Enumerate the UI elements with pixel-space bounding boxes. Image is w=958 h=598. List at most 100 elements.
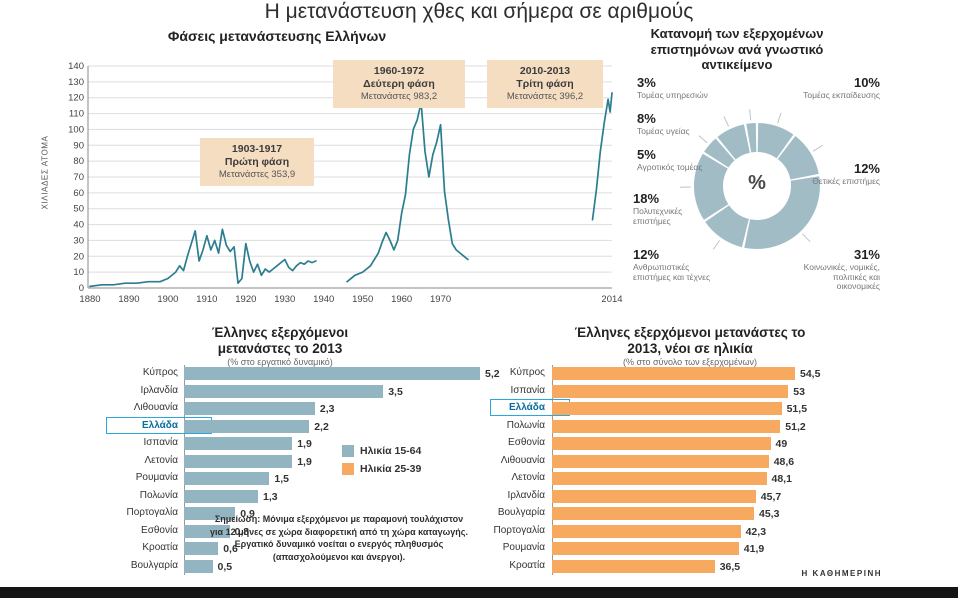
slice-name: Πολυτεχνικές επιστήμες: [633, 205, 683, 226]
bar: [184, 524, 230, 538]
donut-slice: [744, 176, 820, 249]
bar-value: 0,6: [223, 543, 238, 555]
bar-row: Ρουμανία 41,9: [490, 540, 958, 558]
leader-line: [812, 144, 823, 152]
donut-slice: [757, 123, 794, 159]
bar-row: Λιθουανία 2,3: [30, 400, 530, 418]
slice-pct: 12%: [633, 247, 660, 262]
svg-text:60: 60: [73, 188, 84, 199]
slice-label-humanities: 12% Ανθρωπιστικές επιστήμες και τέχνες: [633, 247, 725, 282]
slice-pct: 3%: [637, 75, 656, 90]
bar: [552, 472, 767, 485]
svg-text:0: 0: [79, 283, 84, 294]
country-label: Λιθουανία: [500, 454, 545, 466]
bar-row: Βουλγαρία 45,3: [490, 505, 958, 523]
bar-row: Πορτογαλία 42,3: [490, 523, 958, 541]
bar-row: Εσθονία 0,8: [30, 523, 530, 541]
axis-line: [184, 365, 185, 575]
svg-text:1970: 1970: [430, 294, 451, 305]
bar: [184, 437, 293, 450]
bar-value: 5,2: [485, 368, 500, 380]
slice-label-health: 8% Τομέας υγείας: [637, 111, 717, 137]
slice-pct: 10%: [853, 75, 880, 90]
legend-label: Ηλικία 25-39: [360, 463, 422, 475]
svg-text:1940: 1940: [313, 294, 334, 305]
leader-line: [777, 112, 782, 124]
country-label: Ιρλανδία: [507, 489, 545, 501]
bar-value: 48,1: [771, 473, 792, 485]
bar-row: Ρουμανία 1,5: [30, 470, 530, 488]
country-label: Πορτογαλία: [493, 524, 545, 536]
slice-name: Θετικές επιστήμες: [812, 175, 880, 186]
country-label: Ελλάδα: [508, 402, 545, 413]
footnote: Σημείωση: Μόνιμα εξερχόμενοι με παραμονή…: [210, 514, 468, 562]
bar: [184, 559, 213, 573]
bar-value: 36,5: [719, 560, 741, 573]
bar-row: Ελλάδα 2,2: [30, 416, 530, 436]
bar-row: Κύπρος 54,5: [490, 365, 958, 383]
svg-text:1890: 1890: [118, 294, 139, 305]
country-label: Ελλάδα: [141, 419, 178, 431]
bar-value: 51,2: [785, 420, 806, 433]
donut-slice: [746, 123, 757, 153]
bar-row: Κροατία 36,5: [490, 558, 958, 576]
svg-text:30: 30: [73, 235, 84, 246]
country-label: Ισπανία: [143, 437, 179, 448]
slice-name: Τομέας υγείας: [637, 125, 690, 136]
slice-name: Ανθρωπιστικές επιστήμες και τέχνες: [633, 261, 711, 282]
bar-value: 42,3: [745, 525, 767, 538]
annotation-phase: Τρίτη φάση: [516, 78, 574, 91]
bar: [184, 489, 258, 503]
slice-pct: 18%: [633, 191, 660, 206]
annotation-detail: Μετανάστες 353,9: [218, 169, 296, 181]
bar-value: 0,9: [240, 508, 255, 520]
country-label: Ισπανία: [510, 384, 546, 396]
bar: [552, 542, 739, 555]
bar-value: 3,5: [388, 385, 403, 398]
svg-text:130: 130: [68, 77, 84, 88]
bar: [184, 454, 293, 468]
bar-chart-title-text: Έλληνες εξερχόμενοι μετανάστες το 2013, …: [574, 325, 806, 356]
leader-line: [712, 240, 721, 250]
svg-text:50: 50: [73, 204, 84, 215]
bar: [552, 402, 782, 415]
slice-label-social: 31% Κοινωνικές, νομικές, πολιτικές και ο…: [788, 247, 880, 292]
svg-text:1880: 1880: [79, 294, 100, 305]
annotation-phase: Δεύτερη φάση: [363, 78, 435, 91]
annotation-third-phase: 2010-2013 Τρίτη φάση Μετανάστες 396,2: [487, 60, 603, 109]
bar-value: 0,5: [217, 560, 233, 573]
slice-label-agriculture: 5% Αγροτικός τομέας: [637, 147, 717, 173]
svg-text:20: 20: [73, 251, 84, 262]
slice-name: Τομέας εκπαίδευσης: [803, 89, 880, 100]
svg-text:1960: 1960: [391, 294, 412, 305]
annotation-period: 2010-2013: [519, 65, 571, 77]
bar-chart-subtitle: (% στο σύνολο των εξερχομένων): [622, 357, 757, 368]
donut-center-label: %: [748, 172, 766, 194]
legend-item-age-15-64: Ηλικία 15-64: [342, 445, 421, 457]
slice-label-education: 10% Τομέας εκπαίδευσης: [790, 75, 880, 101]
axis-line: [552, 365, 553, 575]
svg-text:1930: 1930: [274, 294, 295, 305]
bar-value: 1,5: [274, 473, 289, 485]
country-label: Βουλγαρία: [497, 507, 545, 518]
legend-label: Ηλικία 15-64: [360, 445, 422, 457]
annotation-detail: Μετανάστες 396,2: [506, 91, 584, 103]
bar-value: 1,9: [297, 455, 312, 468]
slice-pct: 12%: [853, 161, 880, 176]
bar-row: Βουλγαρία 0,5: [30, 558, 530, 576]
legend-swatch-blue: [342, 445, 354, 457]
country-label: Κροατία: [509, 559, 545, 571]
svg-text:90: 90: [73, 140, 84, 151]
bar-row: Ιρλανδία 3,5: [30, 383, 530, 401]
bar-row: Λιθουανία 48,6: [490, 453, 958, 471]
leader-line: [749, 109, 752, 121]
bar-row: Λετονία 1,9: [30, 453, 530, 471]
bar-row: Ισπανία 53: [490, 383, 958, 401]
annotation-first-phase: 1903-1917 Πρώτη φάση Μετανάστες 353,9: [200, 138, 314, 187]
bar-value: 48,6: [773, 455, 795, 468]
svg-text:110: 110: [69, 109, 84, 120]
page-title: Η μετανάστευση χθες και σήμερα σε αριθμο…: [264, 0, 694, 23]
leader-line: [723, 116, 730, 127]
svg-text:1950: 1950: [352, 294, 373, 305]
country-label: Λιθουανία: [133, 402, 178, 413]
